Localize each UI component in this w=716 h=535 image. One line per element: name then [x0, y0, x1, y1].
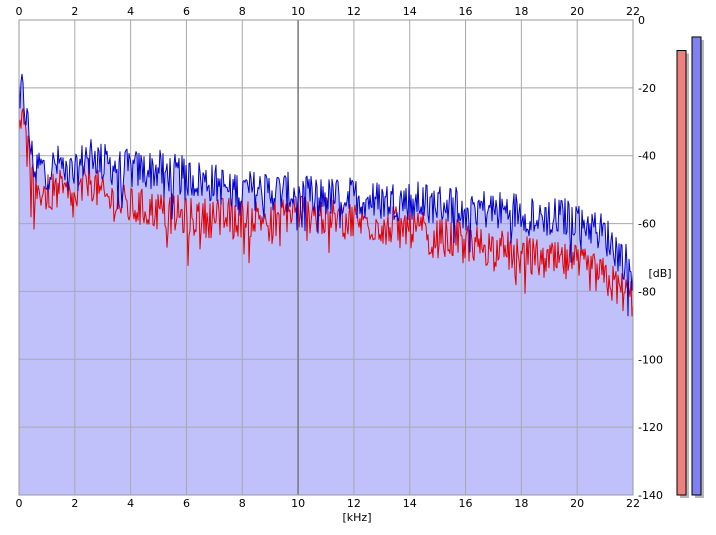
x-tick-label-bottom: 16	[459, 497, 473, 510]
x-tick-label-bottom: 18	[514, 497, 528, 510]
x-tick-label-top: 4	[127, 5, 134, 18]
series-layer	[18, 73, 634, 317]
spectrum-fill	[19, 74, 633, 495]
y-tick-label: 0	[638, 14, 645, 27]
x-tick-label-bottom: 4	[127, 497, 134, 510]
series-line-blue	[18, 73, 634, 317]
x-tick-label-bottom: 20	[570, 497, 584, 510]
y-tick-label: -140	[638, 489, 663, 502]
x-tick-label-bottom: 2	[71, 497, 78, 510]
x-tick-label-top: 22	[626, 5, 640, 18]
x-tick-label-top: 8	[239, 5, 246, 18]
x-tick-label-top: 14	[403, 5, 417, 18]
x-tick-label-top: 18	[514, 5, 528, 18]
x-tick-label-bottom: 12	[347, 497, 361, 510]
y-tick-label: -60	[638, 218, 656, 231]
level-meter-group	[676, 36, 704, 499]
spectrum-fill-layer	[19, 74, 633, 495]
x-tick-label-top: 20	[570, 5, 584, 18]
level-meter-left	[676, 50, 687, 496]
x-tick-label-bottom: 8	[239, 497, 246, 510]
x-tick-label-top: 0	[16, 5, 23, 18]
y-tick-label: -120	[638, 421, 663, 434]
x-tick-label-bottom: 22	[626, 497, 640, 510]
level-meter-right	[691, 36, 702, 496]
x-tick-label-bottom: 10	[291, 497, 305, 510]
x-tick-label-top: 2	[71, 5, 78, 18]
x-tick-label-top: 16	[459, 5, 473, 18]
tick-label-layer: 002244668810101212141416161818202022220-…	[16, 5, 663, 510]
x-tick-label-top: 12	[347, 5, 361, 18]
series-line-red	[18, 108, 634, 317]
x-axis-label: [kHz]	[343, 511, 372, 524]
y-tick-label: -100	[638, 353, 663, 366]
x-tick-label-top: 6	[183, 5, 190, 18]
plot-border	[18, 19, 634, 496]
x-tick-label-bottom: 6	[183, 497, 190, 510]
x-tick-label-bottom: 0	[16, 497, 23, 510]
y-tick-label: -40	[638, 150, 656, 163]
x-tick-label-bottom: 14	[403, 497, 417, 510]
x-tick-label-top: 10	[291, 5, 305, 18]
y-tick-label: -80	[638, 285, 656, 298]
y-tick-label: -20	[638, 82, 656, 95]
y-axis-label: [dB]	[648, 267, 671, 280]
